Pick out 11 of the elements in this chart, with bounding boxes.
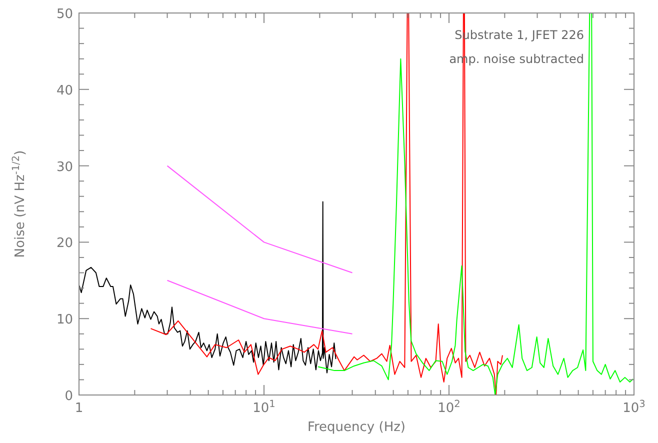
y-tick-label: 50 [56, 7, 73, 22]
y-tick-label: 20 [56, 236, 73, 252]
x-tick-label: 10$^{2}$ [438, 398, 460, 416]
x-tick-label: 10$^{3}$ [622, 398, 646, 416]
y-tick-label: 40 [56, 83, 73, 98]
y-tick-label: 0 [64, 389, 73, 404]
x-tick-label: 1 [74, 401, 84, 416]
y-tick-label: 30 [56, 160, 73, 175]
x-axis-title: Frequency (Hz) [307, 420, 406, 435]
y-tick-label: 10 [56, 312, 73, 328]
x-tick-label: 10$^{1}$ [252, 398, 276, 416]
